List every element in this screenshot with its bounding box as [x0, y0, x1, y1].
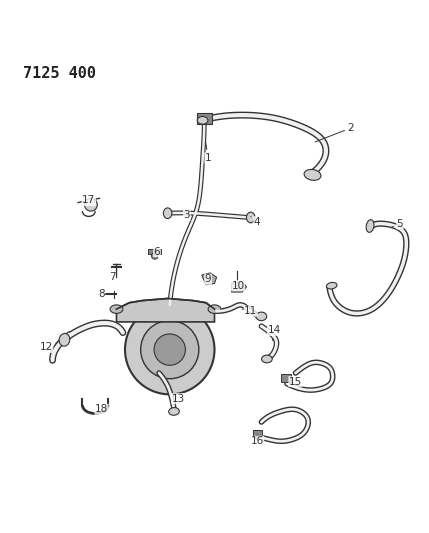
- Text: 3: 3: [184, 211, 191, 220]
- Bar: [253, 430, 262, 437]
- Text: 15: 15: [289, 377, 302, 386]
- Text: 11: 11: [242, 306, 257, 316]
- Text: 5: 5: [392, 219, 403, 229]
- Ellipse shape: [169, 408, 179, 415]
- Circle shape: [154, 334, 185, 365]
- Ellipse shape: [262, 355, 272, 363]
- Ellipse shape: [208, 305, 221, 313]
- Text: 1: 1: [205, 141, 211, 163]
- Text: 7125 400: 7125 400: [23, 66, 96, 81]
- Circle shape: [141, 320, 199, 379]
- Ellipse shape: [163, 208, 172, 219]
- Text: 12: 12: [39, 342, 57, 352]
- Text: 10: 10: [231, 281, 245, 290]
- Text: 6: 6: [154, 247, 160, 256]
- Ellipse shape: [247, 212, 255, 223]
- Bar: [148, 248, 161, 254]
- Ellipse shape: [197, 117, 208, 124]
- Text: 18: 18: [95, 405, 108, 414]
- Ellipse shape: [326, 282, 337, 289]
- Ellipse shape: [256, 312, 267, 321]
- Text: 2: 2: [315, 123, 354, 142]
- Text: 8: 8: [98, 289, 106, 299]
- Ellipse shape: [304, 169, 321, 180]
- Text: 17: 17: [82, 196, 95, 205]
- Text: 7: 7: [109, 272, 116, 282]
- Polygon shape: [202, 273, 217, 285]
- Ellipse shape: [110, 305, 123, 313]
- Text: 16: 16: [251, 435, 264, 446]
- Text: 4: 4: [251, 216, 260, 227]
- Bar: [281, 374, 291, 382]
- Circle shape: [85, 198, 97, 211]
- Text: 13: 13: [172, 394, 185, 403]
- Circle shape: [125, 305, 214, 394]
- Ellipse shape: [59, 334, 70, 346]
- Polygon shape: [116, 298, 214, 322]
- Polygon shape: [232, 281, 247, 292]
- Text: 14: 14: [268, 326, 281, 341]
- Text: 9: 9: [205, 274, 211, 284]
- Bar: [197, 113, 212, 124]
- Ellipse shape: [366, 220, 374, 232]
- Circle shape: [151, 253, 158, 259]
